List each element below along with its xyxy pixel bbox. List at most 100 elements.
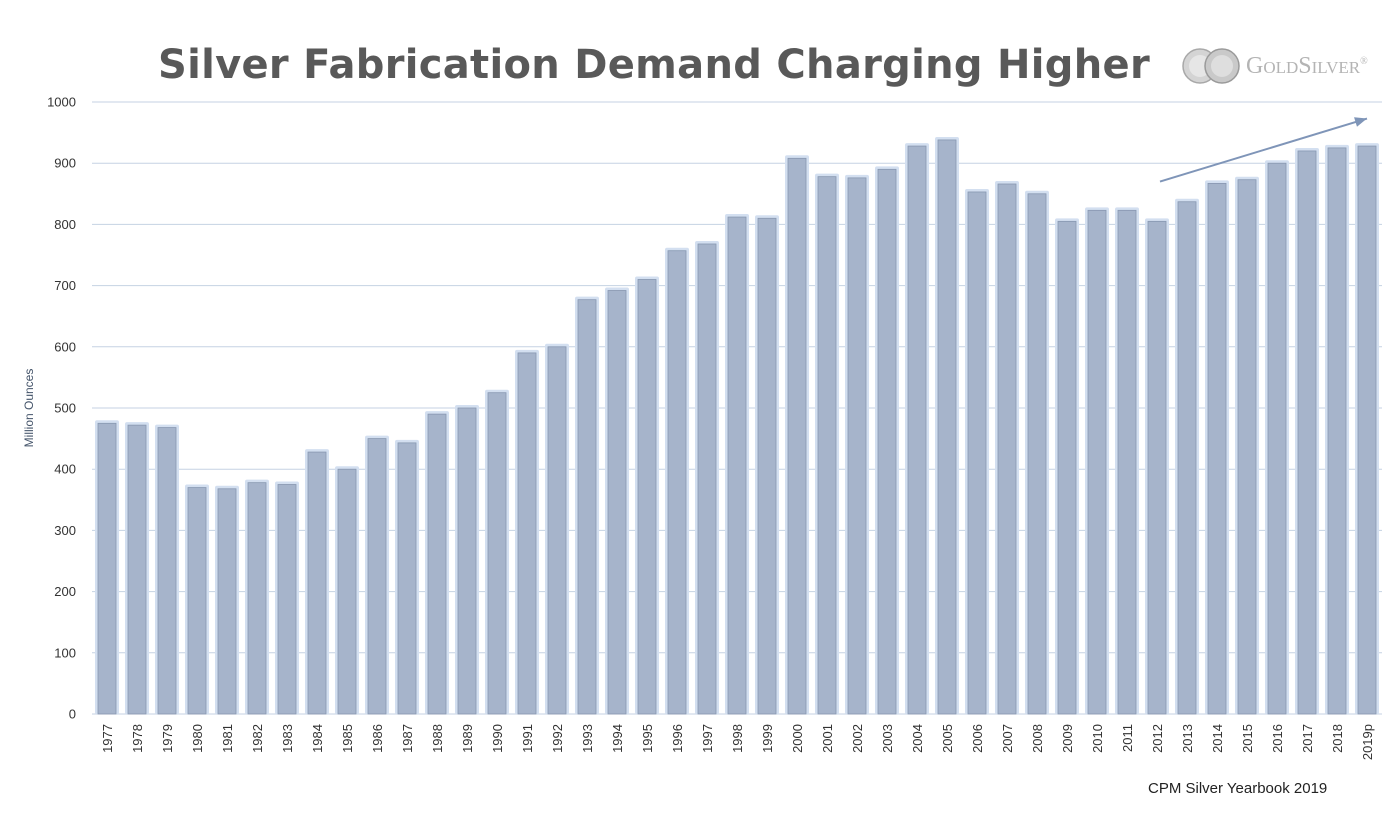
x-tick-label: 2000 xyxy=(790,724,805,753)
x-tick-label: 1994 xyxy=(610,724,625,753)
source-note: CPM Silver Yearbook 2019 xyxy=(1148,780,1328,797)
bar xyxy=(997,183,1017,715)
bar xyxy=(487,392,507,715)
y-tick-label: 100 xyxy=(54,645,76,660)
bar xyxy=(397,442,417,715)
bar xyxy=(457,407,477,715)
bar xyxy=(727,216,747,715)
x-tick-label: 1982 xyxy=(250,724,265,753)
bar xyxy=(1087,209,1107,715)
x-tick-label: 2008 xyxy=(1030,724,1045,753)
bar xyxy=(517,352,537,715)
y-tick-label: 0 xyxy=(69,707,76,722)
coins-icon xyxy=(1182,48,1240,84)
x-tick-label: 1995 xyxy=(640,724,655,753)
x-tick-label: 1984 xyxy=(310,724,325,753)
bar xyxy=(1117,209,1137,715)
trend-arrow-line xyxy=(1159,117,1368,183)
trend-arrow-head xyxy=(1354,117,1367,127)
x-tick-label: 2018 xyxy=(1330,724,1345,753)
goldsilver-logo: GoldSilver® xyxy=(1180,44,1380,88)
x-tick-label: 2010 xyxy=(1090,724,1105,753)
bar xyxy=(697,243,717,715)
x-tick-label: 1993 xyxy=(580,724,595,753)
bars xyxy=(95,136,1379,715)
bar xyxy=(637,279,657,715)
x-tick-label: 1978 xyxy=(130,724,145,753)
bar xyxy=(187,487,207,715)
x-tick-label: 1983 xyxy=(280,724,295,753)
bar xyxy=(847,177,867,715)
x-tick-label: 2001 xyxy=(820,724,835,753)
y-tick-labels: 0 100 200 300 400 500 600 700 800 900 1000 xyxy=(47,95,76,722)
bar xyxy=(1147,220,1167,715)
bar xyxy=(337,468,357,715)
y-tick-label: 200 xyxy=(54,584,76,599)
x-tick-label: 2002 xyxy=(850,724,865,753)
bar xyxy=(97,422,117,715)
x-tick-label: 1979 xyxy=(160,724,175,753)
x-tick-label: 2009 xyxy=(1060,724,1075,753)
bar xyxy=(937,139,957,715)
bar xyxy=(1207,182,1227,715)
x-tick-label: 1981 xyxy=(220,724,235,753)
x-tick-label: 1999 xyxy=(760,724,775,753)
y-tick-label: 400 xyxy=(54,462,76,477)
bar xyxy=(607,290,627,715)
logo-wordmark: GoldSilver® xyxy=(1246,53,1368,79)
x-tick-label: 2016 xyxy=(1270,724,1285,753)
bar xyxy=(127,424,147,715)
x-tick-label: 2004 xyxy=(910,724,925,753)
bar xyxy=(907,145,927,715)
bar xyxy=(1237,179,1257,715)
x-tick-label: 2017 xyxy=(1300,724,1315,753)
bar xyxy=(1177,201,1197,715)
bar xyxy=(247,482,267,715)
x-tick-label: 1997 xyxy=(700,724,715,753)
x-tick-label: 1980 xyxy=(190,724,205,753)
x-tick-label: 2015 xyxy=(1240,724,1255,753)
bar xyxy=(787,157,807,715)
bar xyxy=(277,484,297,715)
bar xyxy=(307,451,327,715)
x-tick-label: 2005 xyxy=(940,724,955,753)
x-tick-label: 1985 xyxy=(340,724,355,753)
bar xyxy=(967,191,987,715)
bar xyxy=(1027,193,1047,715)
bar xyxy=(1297,150,1317,715)
trend-arrow xyxy=(1159,117,1368,183)
bar xyxy=(157,427,177,715)
x-tick-label: 2012 xyxy=(1150,724,1165,753)
x-tick-label: 2014 xyxy=(1210,724,1225,753)
x-tick-label: 2006 xyxy=(970,724,985,753)
x-tick-label: 2003 xyxy=(880,724,895,753)
x-tick-label: 1989 xyxy=(460,724,475,753)
x-tick-label: 1990 xyxy=(490,724,505,753)
bar xyxy=(547,346,567,715)
y-tick-label: 500 xyxy=(54,401,76,416)
bar xyxy=(877,168,897,715)
chart-title: Silver Fabrication Demand Charging Highe… xyxy=(158,42,1150,88)
x-tick-label: 2013 xyxy=(1180,724,1195,753)
y-axis-label: Million Ounces xyxy=(22,369,36,448)
bar xyxy=(667,250,687,715)
x-tick-label: 1996 xyxy=(670,724,685,753)
y-tick-label: 800 xyxy=(54,217,76,232)
x-tick-label: 2019p xyxy=(1360,724,1375,760)
bar xyxy=(1327,147,1347,715)
x-tick-label: 1987 xyxy=(400,724,415,753)
bar xyxy=(1357,145,1377,715)
bar xyxy=(367,438,387,715)
bar xyxy=(1267,162,1287,715)
x-tick-label: 1998 xyxy=(730,724,745,753)
bar xyxy=(757,217,777,715)
bar xyxy=(1057,220,1077,715)
x-tick-label: 1988 xyxy=(430,724,445,753)
x-tick-label: 1992 xyxy=(550,724,565,753)
y-tick-label: 300 xyxy=(54,523,76,538)
x-tick-label: 1977 xyxy=(100,724,115,753)
x-tick-label: 1991 xyxy=(520,724,535,753)
x-tick-labels: 1977 1978 1979 1980 1981 1982 1983 1984 1985 1986… xyxy=(100,724,1375,760)
x-tick-label: 2011 xyxy=(1120,724,1135,752)
